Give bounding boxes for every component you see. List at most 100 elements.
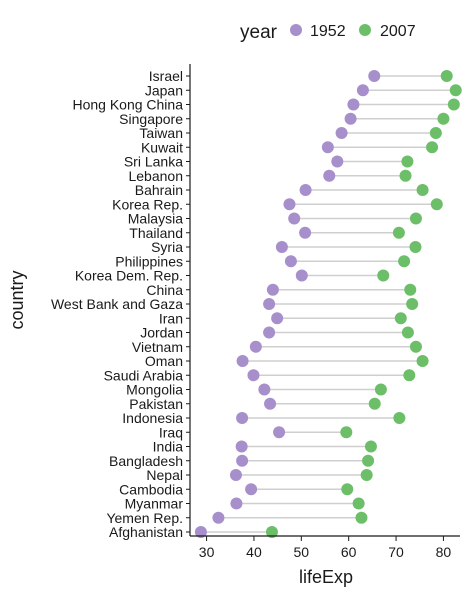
y-tick-label-bahrain: Bahrain — [135, 182, 183, 198]
y-tick-label-jordan: Jordan — [140, 325, 183, 341]
point-1952-myanmar — [230, 497, 243, 510]
point-2007-hong-kong-china — [447, 98, 460, 111]
point-2007-bangladesh — [362, 454, 375, 467]
y-tick-label-thailand: Thailand — [129, 225, 183, 241]
point-1952-kuwait — [321, 141, 334, 154]
point-2007-philippines — [398, 255, 411, 268]
point-1952-hong-kong-china — [347, 98, 360, 111]
point-2007-singapore — [437, 112, 450, 125]
point-1952-west-bank-and-gaza — [263, 298, 276, 310]
points — [194, 70, 462, 538]
y-tick-label-indonesia: Indonesia — [122, 410, 183, 426]
point-2007-sri-lanka — [401, 155, 414, 168]
y-tick-label-oman: Oman — [145, 353, 183, 369]
point-2007-iraq — [340, 426, 353, 439]
y-tick-label-cambodia: Cambodia — [119, 481, 183, 497]
x-tick-label-30: 30 — [199, 544, 215, 560]
point-1952-lebanon — [323, 169, 336, 182]
point-1952-malaysia — [288, 212, 301, 225]
point-2007-korea-dem-rep — [377, 269, 390, 282]
legend-label-2007: 2007 — [380, 23, 416, 40]
point-2007-mongolia — [374, 383, 387, 396]
point-2007-malaysia — [409, 212, 422, 225]
y-tick-label-china: China — [146, 282, 183, 298]
y-tick-label-nepal: Nepal — [146, 467, 183, 483]
y-tick-label-west-bank-and-gaza: West Bank and Gaza — [51, 296, 183, 312]
point-1952-iraq — [273, 426, 286, 439]
y-tick-label-bangladesh: Bangladesh — [109, 453, 183, 469]
point-2007-iran — [394, 312, 407, 325]
x-tick-label-60: 60 — [341, 544, 357, 560]
point-1952-nepal — [229, 469, 242, 481]
point-1952-indonesia — [236, 412, 249, 424]
point-1952-singapore — [344, 112, 357, 125]
point-2007-jordan — [401, 326, 414, 339]
point-1952-korea-dem-rep — [295, 269, 308, 282]
y-tick-label-syria: Syria — [151, 239, 183, 255]
point-2007-yemen-rep — [355, 511, 368, 524]
point-2007-japan — [449, 84, 462, 97]
point-2007-israel — [440, 70, 453, 82]
point-1952-oman — [236, 355, 249, 367]
y-tick-label-singapore: Singapore — [119, 111, 183, 127]
legend-title: year — [240, 22, 278, 43]
point-1952-korea-rep — [283, 198, 296, 211]
y-tick-label-korea-dem-rep: Korea Dem. Rep. — [75, 268, 183, 284]
point-1952-afghanistan — [194, 526, 207, 538]
y-tick-label-malaysia: Malaysia — [128, 211, 183, 227]
x-tick-label-50: 50 — [294, 544, 310, 560]
y-tick-label-vietnam: Vietnam — [132, 339, 183, 355]
x-tick-label-80: 80 — [436, 544, 452, 560]
y-tick-label-korea-rep: Korea Rep. — [112, 196, 183, 212]
point-1952-saudi-arabia — [247, 369, 260, 382]
point-2007-pakistan — [368, 397, 381, 410]
point-2007-west-bank-and-gaza — [406, 298, 419, 310]
legend-swatch-1952 — [290, 24, 302, 36]
point-2007-nepal — [360, 469, 373, 481]
y-tick-label-philippines: Philippines — [115, 253, 183, 269]
x-axis: 30 40 50 60 70 80 — [190, 535, 460, 560]
point-1952-mongolia — [258, 383, 271, 396]
point-1952-vietnam — [249, 340, 262, 353]
y-tick-label-japan: Japan — [145, 82, 183, 98]
x-axis-title: lifeExp — [299, 567, 353, 587]
point-2007-korea-rep — [430, 198, 443, 211]
point-1952-taiwan — [335, 127, 348, 139]
point-1952-jordan — [263, 326, 276, 339]
point-1952-india — [235, 440, 248, 453]
legend: year 1952 2007 — [240, 22, 416, 43]
y-tick-label-lebanon: Lebanon — [128, 168, 183, 184]
legend-label-1952: 1952 — [310, 23, 346, 40]
point-2007-afghanistan — [265, 526, 278, 538]
point-2007-kuwait — [426, 141, 439, 154]
y-tick-label-saudi-arabia: Saudi Arabia — [104, 367, 184, 383]
point-1952-japan — [356, 84, 369, 97]
point-1952-bangladesh — [236, 454, 249, 467]
y-tick-label-myanmar: Myanmar — [125, 496, 184, 512]
y-tick-label-taiwan: Taiwan — [139, 125, 183, 141]
point-2007-china — [404, 283, 417, 296]
point-2007-cambodia — [341, 483, 354, 496]
y-tick-label-pakistan: Pakistan — [129, 396, 183, 412]
point-2007-saudi-arabia — [403, 369, 416, 382]
point-1952-israel — [368, 70, 381, 82]
plot-area — [194, 70, 462, 538]
x-ticks: 30 40 50 60 70 80 — [199, 536, 452, 560]
y-tick-label-kuwait: Kuwait — [141, 139, 183, 155]
y-axis-title: country — [7, 270, 27, 329]
y-tick-label-india: India — [153, 439, 184, 455]
y-tick-label-iraq: Iraq — [159, 424, 183, 440]
x-tick-label-40: 40 — [246, 544, 262, 560]
point-1952-sri-lanka — [331, 155, 344, 168]
y-tick-label-afghanistan: Afghanistan — [109, 524, 183, 540]
y-tick-label-iran: Iran — [159, 310, 183, 326]
point-1952-cambodia — [245, 483, 258, 496]
point-1952-bahrain — [299, 184, 312, 196]
point-2007-myanmar — [352, 497, 365, 510]
segments — [200, 75, 456, 533]
y-tick-label-israel: Israel — [149, 68, 183, 84]
x-tick-label-70: 70 — [388, 544, 404, 560]
point-1952-yemen-rep — [212, 511, 225, 524]
